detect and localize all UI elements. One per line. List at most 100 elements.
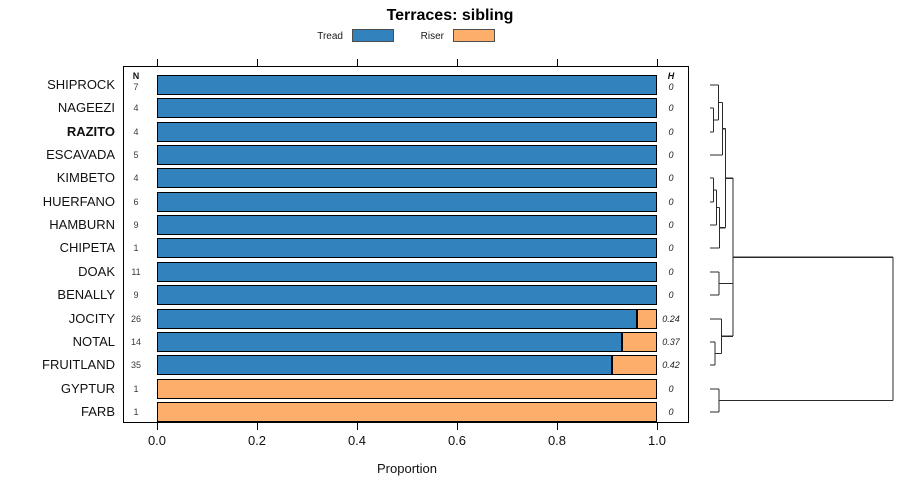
n-value: 26 bbox=[130, 313, 141, 324]
y-label: GYPTUR bbox=[60, 380, 115, 396]
y-label: JOCITY bbox=[68, 310, 115, 326]
h-value: 0 bbox=[668, 220, 674, 231]
h-value: 0 bbox=[668, 126, 674, 137]
x-tick-label: 0.0 bbox=[147, 433, 167, 448]
h-value: 0 bbox=[668, 150, 674, 161]
axis-tick bbox=[357, 423, 359, 430]
n-value: 14 bbox=[130, 336, 141, 347]
y-label: NOTAL bbox=[72, 333, 115, 349]
bar-row bbox=[157, 75, 657, 95]
axis-tick bbox=[257, 423, 259, 430]
y-label: NAGEEZI bbox=[57, 100, 115, 116]
h-value: 0 bbox=[668, 406, 674, 417]
axis-tick bbox=[457, 423, 459, 430]
bar-row bbox=[157, 378, 657, 399]
bar-segment-riser bbox=[612, 355, 657, 376]
bar-row bbox=[157, 215, 657, 236]
axis-tick bbox=[557, 59, 559, 66]
h-value: 0 bbox=[668, 173, 674, 184]
bar-row bbox=[157, 98, 657, 119]
n-value: 1 bbox=[133, 383, 139, 394]
h-column-header: H bbox=[667, 71, 675, 81]
bar-segment-riser bbox=[157, 378, 657, 399]
bar-row bbox=[157, 401, 657, 422]
bar-segment-tread bbox=[157, 285, 657, 306]
h-value: 0 bbox=[668, 243, 674, 254]
y-label: HAMBURN bbox=[49, 217, 115, 233]
h-value: 0.37 bbox=[662, 336, 680, 347]
chart-title: Terraces: sibling bbox=[386, 7, 514, 24]
plot-box bbox=[123, 66, 689, 423]
bar-segment-tread bbox=[157, 215, 657, 236]
axis-tick bbox=[457, 59, 459, 66]
n-value: 4 bbox=[133, 173, 139, 184]
x-tick-label: 0.2 bbox=[247, 433, 267, 448]
axis-tick bbox=[357, 59, 359, 66]
y-label: BENALLY bbox=[57, 287, 115, 303]
bar-segment-tread bbox=[157, 261, 657, 282]
n-value: 35 bbox=[130, 360, 141, 371]
n-value: 9 bbox=[133, 290, 139, 301]
h-value: 0 bbox=[668, 383, 674, 394]
h-value: 0 bbox=[668, 290, 674, 301]
n-value: 5 bbox=[133, 150, 139, 161]
bar-row bbox=[157, 308, 657, 329]
h-value: 0.42 bbox=[662, 360, 680, 371]
bar-row bbox=[157, 238, 657, 259]
bar-segment-tread bbox=[157, 238, 657, 259]
bar-row bbox=[157, 261, 657, 282]
bar-segment-tread bbox=[157, 75, 657, 95]
bar-segment-riser bbox=[622, 331, 657, 352]
legend-swatch-tread bbox=[352, 29, 394, 42]
bar-segment-riser bbox=[157, 401, 657, 422]
h-value: 0 bbox=[668, 103, 674, 114]
y-label: CHIPETA bbox=[59, 240, 115, 256]
axis-tick bbox=[657, 423, 659, 430]
n-value: 4 bbox=[133, 126, 139, 137]
y-label: KIMBETO bbox=[56, 170, 115, 186]
bar-segment-tread bbox=[157, 168, 657, 189]
y-label: FRUITLAND bbox=[42, 357, 115, 373]
h-value: 0 bbox=[668, 266, 674, 277]
n-column-header: N bbox=[132, 71, 140, 81]
legend-swatch-riser bbox=[453, 29, 495, 42]
n-value: 4 bbox=[133, 103, 139, 114]
y-label: HUERFANO bbox=[42, 193, 115, 209]
bar-segment-tread bbox=[157, 191, 657, 212]
y-label: FARB bbox=[81, 403, 115, 419]
bar-segment-tread bbox=[157, 355, 612, 376]
n-value: 1 bbox=[133, 243, 139, 254]
bar-row bbox=[157, 168, 657, 189]
y-label: SHIPROCK bbox=[47, 77, 115, 92]
axis-tick bbox=[157, 423, 159, 430]
bar-segment-tread bbox=[157, 121, 657, 142]
x-tick-label: 1.0 bbox=[647, 433, 667, 448]
y-label: ESCAVADA bbox=[46, 147, 115, 163]
bar-segment-riser bbox=[637, 308, 657, 329]
y-label: RAZITO bbox=[66, 123, 115, 139]
axis-tick bbox=[557, 423, 559, 430]
n-value: 1 bbox=[133, 406, 139, 417]
x-tick-label: 0.6 bbox=[447, 433, 467, 448]
axis-tick bbox=[157, 59, 159, 66]
bar-segment-tread bbox=[157, 308, 637, 329]
h-value: 0 bbox=[668, 196, 674, 207]
n-value: 7 bbox=[133, 82, 139, 92]
h-value: 0.24 bbox=[662, 313, 680, 324]
x-tick-label: 0.4 bbox=[347, 433, 367, 448]
legend-label-riser: Riser bbox=[420, 31, 444, 42]
n-value: 9 bbox=[133, 220, 139, 231]
bar-row bbox=[157, 355, 657, 376]
bar-row bbox=[157, 191, 657, 212]
bar-segment-tread bbox=[157, 145, 657, 166]
x-axis-title: Proportion bbox=[377, 461, 437, 476]
bar-segment-tread bbox=[157, 98, 657, 119]
n-value: 11 bbox=[131, 266, 141, 277]
bar-row bbox=[157, 331, 657, 352]
axis-tick bbox=[657, 59, 659, 66]
h-value: 0 bbox=[668, 82, 674, 92]
bar-segment-tread bbox=[157, 331, 622, 352]
bar-row bbox=[157, 121, 657, 142]
